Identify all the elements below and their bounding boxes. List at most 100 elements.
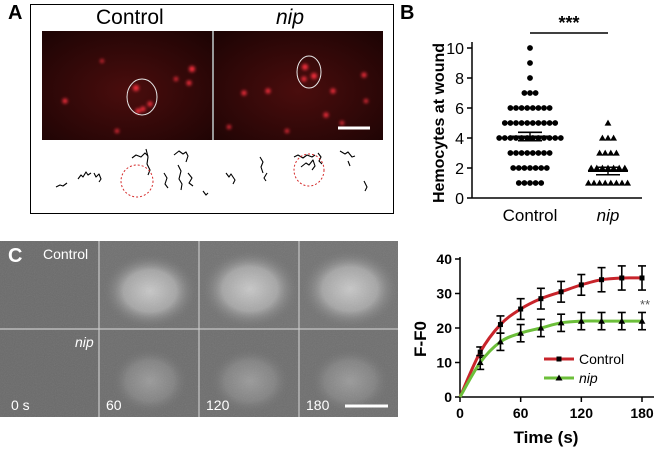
control-track-wound-circle <box>120 164 154 198</box>
b-point-control <box>513 120 519 126</box>
c-ytick-label: 40 <box>436 251 452 267</box>
b-point-nip <box>585 179 592 186</box>
c-xtick-label: 180 <box>630 405 654 421</box>
b-point-control <box>501 120 508 126</box>
panel-c-image-grid <box>0 241 398 417</box>
b-point-control <box>507 120 514 126</box>
b-point-control <box>518 150 525 156</box>
b-point-control <box>529 150 536 156</box>
b-point-control <box>552 120 559 126</box>
b-point-control <box>532 90 539 96</box>
b-point-control <box>532 180 539 186</box>
b-point-control <box>518 105 525 111</box>
c-point-nip <box>537 324 545 331</box>
c-point-nip <box>638 317 646 324</box>
panel-a-title-control: Control <box>96 6 164 29</box>
b-point-nip <box>601 149 609 156</box>
b-point-nip <box>613 149 620 156</box>
b-point-control <box>557 135 564 141</box>
c-point-nip <box>497 338 504 345</box>
c-xtick-label: 0 <box>456 405 464 421</box>
b-point-control <box>524 120 531 126</box>
b-point-control <box>541 150 547 156</box>
b-point-control <box>527 180 533 186</box>
c-point-control <box>619 275 625 281</box>
b-point-control <box>543 165 550 171</box>
b-point-control <box>535 120 542 126</box>
b-point-control <box>527 90 533 96</box>
b-point-control <box>552 135 559 141</box>
b-point-control <box>513 150 519 156</box>
b-ytick-label: 8 <box>455 71 464 88</box>
b-ytick-label: 10 <box>446 41 464 58</box>
nip-wound-circle <box>296 55 322 89</box>
b-category-nip: nip <box>597 206 620 225</box>
b-point-control <box>518 120 525 126</box>
c-point-control <box>578 282 584 288</box>
b-point-nip <box>621 164 629 171</box>
c-series-line-control <box>458 276 643 398</box>
b-point-control <box>515 165 522 171</box>
nip-track-wound-circle <box>293 153 325 187</box>
legend-nip-label: nip <box>579 370 598 386</box>
c-row-label-nip: nip <box>75 334 94 350</box>
b-point-nip <box>624 179 631 186</box>
c-ytick-label: 10 <box>436 355 452 371</box>
b-point-nip <box>587 164 595 171</box>
b-point-control <box>496 135 503 141</box>
b-ytick-label: 2 <box>455 161 464 178</box>
panel-a-title-nip: nip <box>276 6 305 29</box>
b-point-nip <box>604 134 612 141</box>
b-point-control <box>535 150 542 156</box>
c-time-label-0: 0 s <box>11 397 30 413</box>
b-point-nip <box>596 149 603 156</box>
panel-a-images <box>42 31 383 140</box>
c-point-nip <box>577 317 585 324</box>
b-point-control <box>535 105 542 111</box>
b-point-nip <box>604 119 612 126</box>
c-ytick-label: 20 <box>436 320 452 336</box>
c-point-control <box>558 289 564 295</box>
b-point-nip <box>601 179 609 186</box>
b-point-control <box>501 135 508 141</box>
b-point-control <box>521 180 528 186</box>
c-point-control <box>538 296 544 302</box>
b-point-control <box>529 120 536 126</box>
legend-control-label: Control <box>579 351 624 367</box>
b-point-nip <box>590 179 598 186</box>
b-point-control <box>546 120 553 126</box>
b-point-control <box>521 165 528 171</box>
b-point-control <box>532 165 539 171</box>
panel-letter-c: C <box>8 245 23 267</box>
b-point-nip <box>607 149 615 156</box>
b-point-control <box>529 105 536 111</box>
c-point-nip <box>517 329 525 336</box>
c-xtick-label: 60 <box>513 405 529 421</box>
c-time-label-120: 120 <box>206 397 230 413</box>
c-ytick-label: 0 <box>444 389 452 405</box>
c-point-control <box>599 277 605 283</box>
c-row-label-control: Control <box>43 246 89 262</box>
b-category-control: Control <box>503 206 558 225</box>
b-point-control <box>527 165 533 171</box>
c-point-control <box>639 275 645 281</box>
c-time-label-60: 60 <box>106 397 122 413</box>
c-ylabel: F-F0 <box>411 321 430 357</box>
c-point-nip <box>476 359 484 366</box>
b-point-control <box>546 105 553 111</box>
c-point-nip <box>618 317 626 324</box>
c-series-line-nip <box>458 319 642 398</box>
b-point-control <box>507 150 514 156</box>
b-point-control <box>527 45 533 51</box>
c-significance-label: ** <box>640 297 650 312</box>
c-point-control <box>477 349 483 355</box>
nip-fluorescence-image <box>214 31 383 140</box>
legend-nip-marker <box>555 374 563 381</box>
b-point-control <box>521 90 528 96</box>
b-significance-label: *** <box>558 13 579 33</box>
panel-letter-b: B <box>400 2 415 24</box>
b-ytick-label: 4 <box>455 131 464 148</box>
b-point-control <box>541 120 547 126</box>
c-point-control <box>497 322 503 328</box>
panel-letter-a: A <box>8 2 23 24</box>
